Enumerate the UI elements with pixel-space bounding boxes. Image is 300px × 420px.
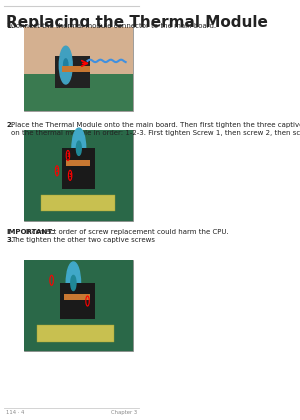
Circle shape [71, 276, 76, 291]
FancyBboxPatch shape [60, 283, 95, 319]
FancyBboxPatch shape [24, 130, 133, 220]
Circle shape [76, 141, 81, 155]
FancyBboxPatch shape [24, 130, 133, 220]
Text: Place the Thermal Module onto the main board. Then first tighten the three capti: Place the Thermal Module onto the main b… [11, 122, 300, 136]
Circle shape [66, 262, 80, 304]
Text: Replacing the Thermal Module: Replacing the Thermal Module [6, 15, 268, 30]
Text: Connect the thermal module connector to the main board.: Connect the thermal module connector to … [11, 23, 216, 29]
Text: 1.: 1. [6, 23, 14, 29]
Text: 2: 2 [56, 168, 59, 173]
Text: Incorrect order of screw replacement could harm the CPU.: Incorrect order of screw replacement cou… [23, 229, 229, 235]
FancyBboxPatch shape [41, 195, 115, 212]
Circle shape [64, 59, 68, 71]
Circle shape [59, 46, 72, 84]
Circle shape [72, 128, 86, 168]
Text: 3: 3 [68, 173, 72, 178]
Text: The tighten the other two captive screws: The tighten the other two captive screws [11, 237, 155, 243]
Text: 114 · 4: 114 · 4 [6, 410, 24, 415]
FancyBboxPatch shape [55, 56, 90, 88]
Text: 1: 1 [66, 153, 70, 158]
Text: IMPORTANT:: IMPORTANT: [6, 229, 55, 235]
FancyBboxPatch shape [24, 260, 133, 351]
FancyBboxPatch shape [38, 326, 114, 342]
FancyBboxPatch shape [24, 74, 133, 111]
FancyBboxPatch shape [62, 148, 95, 189]
FancyBboxPatch shape [24, 260, 133, 351]
FancyBboxPatch shape [24, 27, 133, 74]
Text: 3.: 3. [6, 237, 14, 243]
FancyBboxPatch shape [64, 294, 90, 300]
FancyBboxPatch shape [62, 66, 90, 72]
Text: 2.: 2. [6, 122, 14, 128]
Text: Chapter 3: Chapter 3 [112, 410, 138, 415]
FancyBboxPatch shape [66, 160, 90, 166]
FancyBboxPatch shape [24, 27, 133, 111]
